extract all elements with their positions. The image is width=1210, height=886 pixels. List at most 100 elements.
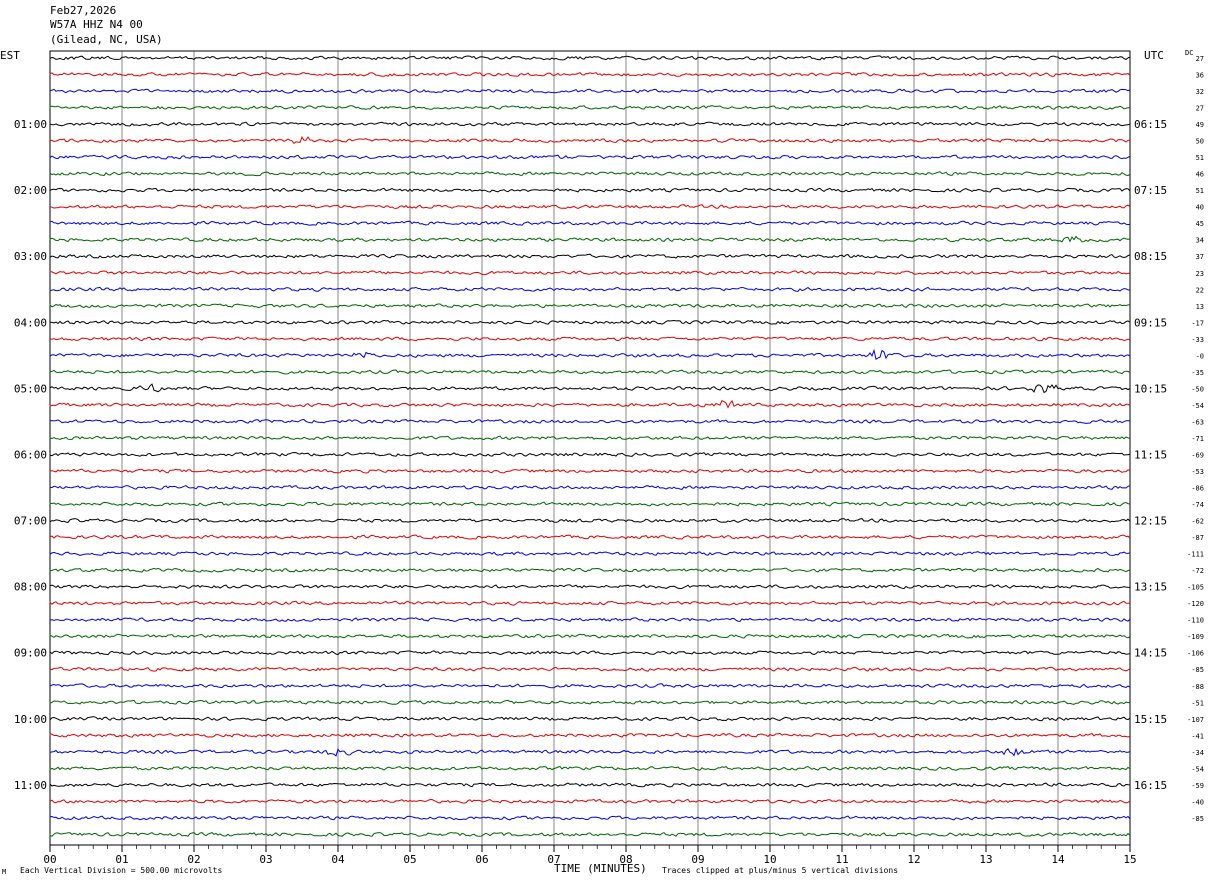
x-axis-label: TIME (MINUTES) [554,862,647,875]
station-id: W57A HHZ N4 00 [50,18,143,31]
left-hour-label: 05:00 [14,382,47,395]
left-hour-label: 11:00 [14,779,47,792]
right-hour-label: 06:15 [1134,118,1167,131]
trace-43 [49,765,1131,771]
logo-mark: M [2,868,7,876]
trace-5 [49,135,1131,144]
trace-36 [49,650,1131,656]
dc-offset-label: -85 [1191,815,1204,823]
right-hour-label: 15:15 [1134,713,1167,726]
x-tick-label: 11 [835,853,848,866]
right-hour-label: 10:15 [1134,382,1167,395]
dc-offset-label: 13 [1196,303,1204,311]
dc-offset-label: 49 [1196,121,1204,129]
dc-offset-label: 27 [1196,105,1204,113]
dc-offset-label: 32 [1196,88,1204,96]
x-tick-label: 09 [691,853,704,866]
left-timezone-label: EST [0,49,20,62]
dc-offset-label: -35 [1191,369,1204,377]
dc-offset-label: 23 [1196,270,1204,278]
right-hour-label: 13:15 [1134,581,1167,594]
dc-offset-label: -50 [1191,385,1204,393]
dc-offset-label: 22 [1196,286,1204,294]
dc-offset-label: -107 [1187,716,1204,724]
trace-44 [49,782,1131,788]
dc-offset-label: 40 [1196,204,1204,212]
right-hour-label: 11:15 [1134,448,1167,461]
x-tick-label: 02 [187,853,200,866]
trace-23 [49,435,1131,441]
x-tick-label: 10 [763,853,776,866]
trace-34 [49,617,1131,622]
trace-19 [49,369,1131,375]
dc-offset-label: -111 [1187,551,1204,559]
dc-offset-label: -88 [1191,683,1204,691]
trace-18 [49,348,1131,361]
trace-3 [49,105,1131,110]
trace-12 [49,253,1131,259]
trace-4 [49,121,1131,127]
right-hour-label: 09:15 [1134,316,1167,329]
trace-39 [49,699,1131,705]
dc-offset-label: 36 [1196,72,1204,80]
trace-10 [49,220,1131,226]
dc-offset-header: DC [1185,49,1194,57]
trace-38 [49,683,1131,689]
dc-offset-label: -40 [1191,798,1204,806]
dc-offset-label: -109 [1187,633,1204,641]
dc-offset-label: 37 [1196,253,1204,261]
dc-offset-label: -106 [1187,650,1204,658]
left-hour-label: 10:00 [14,713,47,726]
trace-0 [49,55,1131,61]
trace-20 [49,383,1131,394]
left-hour-label: 08:00 [14,581,47,594]
trace-46 [49,815,1131,821]
right-hour-label: 08:15 [1134,250,1167,263]
trace-1 [49,72,1131,77]
dc-offset-label: -105 [1187,584,1204,592]
trace-7 [49,171,1131,177]
trace-30 [49,551,1131,556]
trace-45 [49,798,1131,804]
x-tick-label: 00 [43,853,56,866]
x-tick-label: 03 [259,853,272,866]
dc-offset-label: -86 [1191,485,1204,493]
trace-14 [49,286,1131,292]
x-tick-label: 13 [979,853,992,866]
dc-offset-label: -54 [1191,765,1204,773]
dc-offset-label: -85 [1191,666,1204,674]
left-hour-label: 09:00 [14,647,47,660]
dc-offset-label: -53 [1191,468,1204,476]
dc-offset-label: -17 [1191,319,1204,327]
x-tick-label: 14 [1051,853,1065,866]
trace-40 [49,716,1131,722]
dc-offset-label: -110 [1187,617,1204,625]
right-hour-label: 14:15 [1134,647,1167,660]
right-timezone-label: UTC [1144,49,1164,62]
x-tick-label: 08 [619,853,632,866]
trace-22 [49,418,1131,424]
x-tick-label: 12 [907,853,920,866]
trace-41 [49,732,1131,738]
dc-offset-label: -0 [1196,352,1204,360]
left-hour-label: 02:00 [14,184,47,197]
trace-6 [49,154,1131,160]
scale-note: Each Vertical Division = 500.00 microvol… [20,866,223,875]
dc-offset-label: -51 [1191,699,1204,707]
trace-25 [49,468,1131,474]
trace-2 [49,88,1131,94]
station-location: (Gilead, NC, USA) [50,33,163,46]
dc-offset-label: -54 [1191,402,1204,410]
trace-37 [49,666,1131,672]
trace-31 [49,567,1131,573]
plot-date: Feb27,2026 [50,4,117,17]
x-tick-label: 01 [115,853,128,866]
trace-33 [49,600,1131,606]
dc-offset-label: -72 [1191,567,1204,575]
dc-offset-label: 27 [1196,55,1204,63]
trace-21 [49,399,1131,409]
trace-15 [49,303,1130,309]
trace-32 [49,584,1131,590]
trace-11 [49,235,1131,243]
